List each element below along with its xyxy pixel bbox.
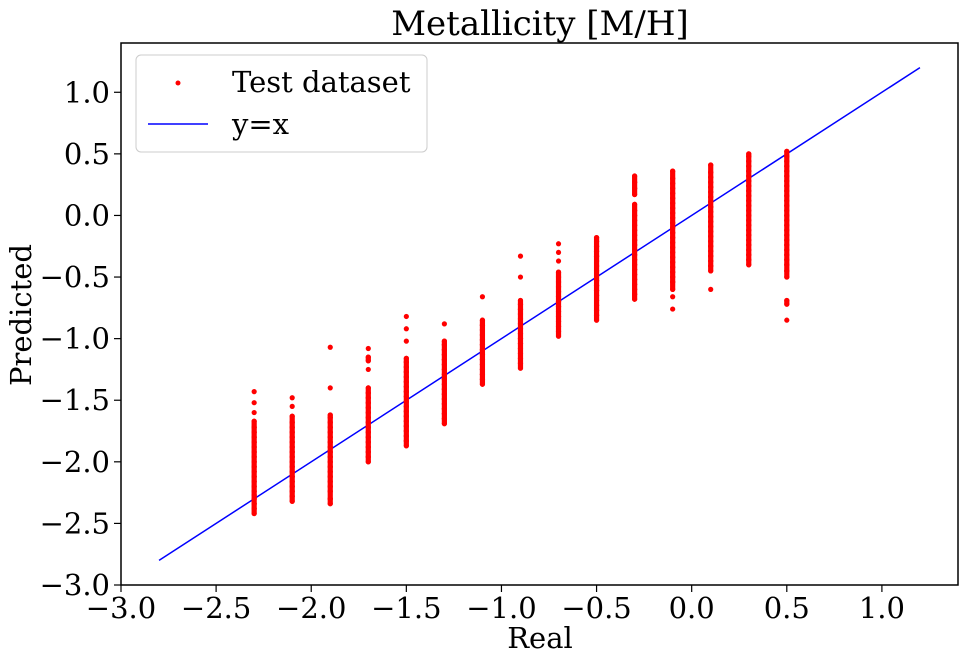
- y-tick-label: −3.0: [40, 568, 110, 602]
- legend: Test dataset y=x: [135, 54, 428, 153]
- y-tick-label: 0.0: [64, 198, 110, 232]
- chart-title: Metallicity [M/H]: [391, 4, 689, 44]
- x-tick-label: 1.0: [859, 591, 905, 625]
- data-point: [479, 294, 486, 300]
- x-tick-label: −2.5: [181, 591, 251, 625]
- y-tick-label: −1.0: [40, 322, 110, 356]
- x-axis-label: Real: [507, 621, 573, 655]
- y-axis-label: Predicted: [4, 244, 38, 386]
- data-point: [403, 338, 409, 344]
- y-tick-label: 1.0: [64, 75, 110, 109]
- data-point: [555, 241, 562, 247]
- x-tick-label: −1.5: [371, 591, 441, 625]
- data-point: [670, 306, 676, 312]
- x-tick-label: −2.0: [276, 591, 346, 625]
- data-point: [289, 395, 295, 401]
- data-point: [517, 274, 524, 280]
- data-point: [784, 317, 790, 323]
- y-tick-label: −0.5: [40, 260, 110, 294]
- data-point: [403, 326, 409, 332]
- legend-label-scatter: Test dataset: [232, 65, 411, 99]
- data-point: [708, 286, 714, 292]
- data-point: [251, 389, 257, 395]
- data-point: [441, 321, 447, 327]
- data-point: [327, 344, 333, 350]
- data-point: [517, 253, 524, 259]
- data-point: [555, 249, 562, 256]
- y-tick-label: −1.5: [40, 383, 110, 417]
- data-point: [251, 409, 257, 416]
- y-tick-label: 0.5: [64, 137, 110, 171]
- data-point: [365, 345, 371, 352]
- data-point: [670, 294, 676, 300]
- x-tick-label: −3.0: [86, 591, 156, 625]
- data-point: [403, 313, 409, 320]
- data-point: [251, 400, 257, 406]
- plot-frame: [120, 42, 959, 586]
- data-point: [555, 258, 562, 264]
- data-point: [289, 403, 295, 409]
- x-tick-label: −1.0: [466, 591, 536, 625]
- legend-box: [135, 54, 428, 153]
- y-tick-label: −2.0: [40, 445, 110, 479]
- legend-label-line: y=x: [231, 107, 289, 141]
- axis-ticks: −3.0 −2.5 −2.0 −1.5 −1.0 −0.5 0.0 0.5 1.0 −3.0 −2.…: [40, 75, 905, 625]
- legend-marker-scatter: [175, 80, 181, 86]
- identity-line: [158, 67, 921, 561]
- data-point: [327, 385, 333, 391]
- x-tick-label: 0.5: [764, 591, 810, 625]
- x-tick-label: −0.5: [561, 591, 631, 625]
- plot-area: [158, 67, 921, 561]
- y-tick-label: −2.5: [40, 506, 110, 540]
- x-tick-label: 0.0: [669, 591, 715, 625]
- data-point: [365, 366, 371, 373]
